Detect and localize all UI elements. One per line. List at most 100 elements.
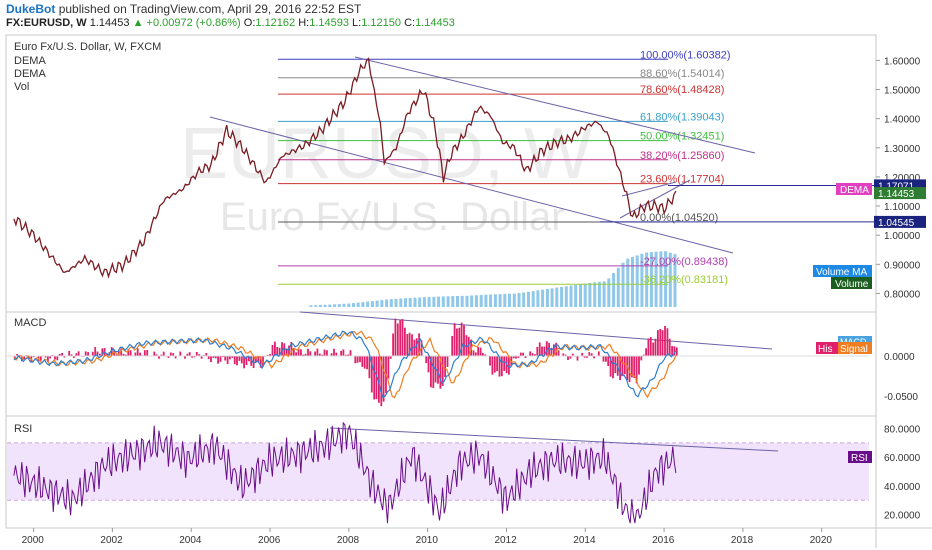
volume-ma-tag[interactable]: Volume MA: [813, 265, 872, 278]
macd-histogram-bar: [425, 356, 428, 364]
volume-bar: [602, 281, 606, 307]
publisher-name[interactable]: DukeBot: [6, 2, 56, 16]
histogram-tag[interactable]: His: [816, 342, 840, 355]
macd-histogram-bar: [54, 356, 56, 360]
rsi-tick-label: 80.0000: [884, 425, 921, 436]
macd-histogram-bar: [292, 347, 295, 356]
macd-histogram-bar: [285, 348, 288, 356]
macd-histogram-bar: [160, 354, 163, 356]
signal-tag[interactable]: Signal: [838, 342, 872, 355]
wedge-lower-line[interactable]: [619, 179, 691, 219]
macd-histogram-bar: [619, 356, 621, 380]
macd-histogram-bar: [212, 356, 215, 358]
time-tick-label: 2016: [652, 535, 675, 546]
macd-histogram-bar: [101, 348, 104, 356]
macd-histogram-bar: [106, 353, 108, 356]
macd-histogram-bar: [458, 327, 461, 356]
macd-histogram-bar: [512, 356, 515, 359]
level-tag-lower[interactable]: 1.04545: [874, 215, 926, 229]
volume-bar: [456, 296, 459, 307]
macd-trend-line[interactable]: [299, 311, 773, 350]
macd-histogram-bar: [498, 356, 501, 377]
rsi-pane-title[interactable]: RSI: [14, 423, 32, 435]
low-label: L:: [352, 17, 362, 29]
macd-histogram-bar: [453, 323, 456, 356]
dema-tag[interactable]: DEMA: [836, 183, 872, 196]
rsi-trend-line[interactable]: [329, 427, 779, 452]
macd-histogram-bar: [56, 356, 59, 361]
macd-histogram-bar: [167, 356, 170, 358]
channel-lower-line[interactable]: [209, 116, 734, 254]
volume-bar: [503, 293, 507, 307]
macd-histogram-bar: [340, 350, 342, 356]
price-axis[interactable]: 0.80000 0.90000 1.00000 1.10000 1.20000 1.300…: [876, 56, 921, 522]
rsi-tag[interactable]: RSI: [848, 451, 872, 464]
volume-bar: [569, 285, 573, 307]
macd-histogram-bar: [158, 356, 160, 359]
macd-histogram-bar: [169, 352, 172, 356]
volume-bar: [380, 300, 384, 307]
macd-histogram-bar: [172, 353, 175, 356]
macd-histogram-bar: [68, 350, 71, 356]
macd-histogram-bar: [274, 341, 276, 356]
volume-bar: [517, 293, 521, 307]
macd-histogram-bar: [621, 356, 624, 377]
macd-histogram-bar: [323, 349, 326, 356]
last-price-tag-text: 1.14453: [878, 189, 915, 200]
macd-pane-title[interactable]: MACD: [14, 317, 46, 329]
macd-histogram-bar: [236, 356, 238, 366]
dema-legend-1[interactable]: DEMA: [14, 55, 46, 67]
volume-bar: [593, 282, 597, 307]
fib-level-label: 50.00%(1.32451): [640, 131, 724, 143]
macd-histogram-bar: [531, 353, 534, 356]
macd-histogram-bar: [58, 353, 61, 356]
macd-histogram-bar: [278, 347, 281, 356]
macd-histogram-bar: [430, 356, 432, 388]
volume-bar: [441, 296, 445, 307]
volume-bar: [654, 251, 658, 307]
macd-histogram-bar: [321, 354, 324, 356]
macd-histogram-bar: [569, 356, 572, 359]
wedge-upper-line[interactable]: [621, 181, 677, 197]
time-axis[interactable]: 2000 2002 2004 2006 2008 2010 2012 2014 2016 2018…: [22, 528, 833, 546]
macd-histogram-bar: [557, 350, 560, 356]
close-value: 1.14453: [415, 17, 455, 29]
macd-histogram-bar: [13, 356, 16, 359]
macd-histogram-bar: [489, 356, 491, 366]
macd-histogram-bar: [586, 356, 588, 358]
last-price-tag[interactable]: 1.14453: [874, 187, 926, 200]
macd-histogram-bar: [290, 342, 293, 356]
volume-tag[interactable]: Volume: [831, 277, 872, 290]
channel-upper-line[interactable]: [354, 56, 756, 154]
volume-bar: [375, 300, 379, 307]
macd-histogram-bar: [380, 356, 383, 407]
volume-bar: [399, 298, 403, 307]
macd-histogram-bar: [545, 341, 548, 356]
macd-histogram-bar: [361, 356, 364, 367]
fib-level-label: 88.60%(1.54014): [640, 68, 724, 80]
macd-tick-label: 0.0000: [884, 352, 915, 363]
macd-histogram-bar: [401, 319, 404, 356]
macd-histogram-bar: [314, 351, 316, 356]
macd-histogram-bar: [174, 356, 177, 359]
time-tick-label: 2008: [337, 535, 360, 546]
macd-histogram-bar: [21, 356, 23, 362]
volume-bar: [385, 299, 389, 307]
last-price: 1.14453: [89, 17, 130, 29]
vol-legend[interactable]: Vol: [14, 81, 29, 93]
time-tick-label: 2020: [810, 535, 833, 546]
volume-bar: [527, 291, 530, 307]
volume-bar: [541, 289, 545, 307]
price-tick-label: 1.40000: [884, 115, 921, 126]
dema-legend-2[interactable]: DEMA: [14, 68, 46, 80]
macd-histogram-bar: [496, 356, 498, 372]
macd-histogram-bar: [255, 356, 257, 363]
macd-histogram-bar: [129, 350, 132, 356]
macd-histogram-bar: [307, 348, 309, 356]
macd-histogram-bar: [77, 351, 80, 356]
volume-bar: [427, 297, 431, 307]
macd-histogram-bar: [375, 356, 378, 400]
volume-bar: [607, 278, 611, 307]
macd-histogram-bar: [541, 346, 543, 356]
